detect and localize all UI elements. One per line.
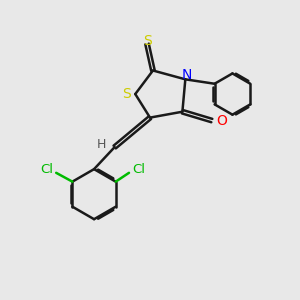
Text: S: S (143, 34, 152, 48)
Text: Cl: Cl (40, 164, 53, 176)
Text: S: S (122, 87, 131, 101)
Text: Cl: Cl (132, 164, 145, 176)
Text: N: N (182, 68, 192, 82)
Text: O: O (216, 114, 227, 128)
Text: H: H (97, 138, 106, 151)
